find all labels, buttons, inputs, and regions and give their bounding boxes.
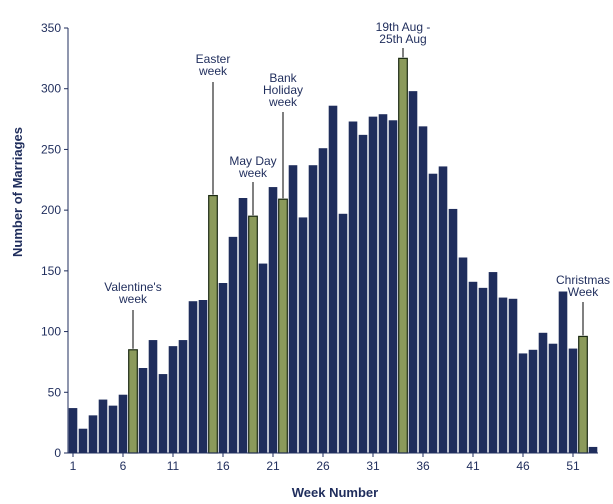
x-tick-label: 36: [416, 459, 430, 473]
bar-week-13: [188, 301, 198, 453]
bar-week-46: [518, 353, 528, 453]
bar-week-38: [438, 166, 448, 453]
bar-week-3: [88, 415, 98, 453]
y-tick-label: 200: [41, 203, 61, 217]
bar-week-51: [568, 348, 578, 453]
bar-week-37: [428, 173, 438, 453]
bar-week-1: [68, 408, 78, 453]
bar-week-29: [348, 121, 358, 453]
y-tick-label: 50: [48, 385, 62, 399]
bar-week-6: [118, 394, 128, 453]
bar-week-47: [528, 349, 538, 453]
bar-week-15-highlighted: [208, 194, 218, 454]
bar-week-22-highlighted: [278, 198, 288, 454]
x-tick-label: 11: [167, 459, 180, 473]
x-tick-label: 1: [70, 459, 77, 473]
bar-week-14: [198, 300, 208, 453]
bar-week-48: [538, 332, 548, 453]
bar-week-7-highlighted: [128, 349, 138, 454]
annotation-week-15: Easter week: [196, 52, 231, 78]
bar-week-42: [478, 287, 488, 453]
bar-week-43: [488, 272, 498, 453]
y-axis-title: Number of Marriages: [10, 127, 25, 257]
bar-week-26: [318, 148, 328, 453]
bar-week-10: [158, 374, 168, 453]
y-tick-label: 250: [41, 142, 61, 156]
bar-week-16: [218, 283, 228, 453]
x-tick-label: 6: [120, 459, 127, 473]
annotation-week-22: Bank Holiday week: [263, 71, 303, 109]
x-ticks-group: 1 6 11 16 21 26 31 36 41 46 51: [70, 453, 580, 473]
bar-week-34-highlighted: [398, 57, 408, 454]
y-tick-label: 300: [41, 82, 61, 96]
x-tick-label: 26: [316, 459, 330, 473]
axes-group: [67, 28, 598, 454]
bar-week-8: [138, 368, 148, 453]
bar-week-24: [298, 217, 308, 453]
bar-week-11: [168, 346, 178, 453]
x-tick-label: 46: [516, 459, 530, 473]
annotation-week-7: Valentine's week: [104, 280, 161, 306]
bar-week-41: [468, 281, 478, 453]
bar-week-5: [108, 405, 118, 453]
bar-week-4: [98, 399, 108, 453]
bar-week-52-highlighted: [578, 335, 588, 454]
bar-week-32: [378, 114, 388, 454]
bar-week-36: [418, 126, 428, 454]
y-tick-label: 0: [54, 446, 61, 460]
annotations-group: Valentine's week Easter week May Day week Bank…: [104, 20, 610, 349]
y-tick-label: 350: [41, 21, 61, 35]
bar-week-2: [78, 428, 88, 453]
x-tick-label: 31: [366, 459, 380, 473]
bar-week-9: [148, 340, 158, 453]
bar-week-21: [268, 187, 278, 453]
y-ticks-group: 0 50 100 150 200 250 300 350: [41, 21, 68, 460]
bar-week-28: [338, 213, 348, 453]
bar-week-23: [288, 165, 298, 453]
bar-week-31: [368, 116, 378, 453]
bar-week-44: [498, 297, 508, 453]
bars-group: [68, 57, 598, 454]
bar-week-20: [258, 263, 268, 453]
y-tick-label: 100: [41, 325, 61, 339]
x-axis-title: Week Number: [292, 485, 378, 500]
x-tick-label: 16: [216, 459, 230, 473]
y-tick-label: 150: [41, 264, 61, 278]
bar-week-12: [178, 340, 188, 453]
bar-week-19-highlighted: [248, 215, 258, 454]
bar-week-50: [558, 291, 568, 453]
x-tick-label: 41: [466, 459, 480, 473]
bar-week-35: [408, 91, 418, 453]
bar-week-18: [238, 198, 248, 453]
bar-week-49: [548, 343, 558, 453]
bar-week-53: [588, 446, 598, 453]
annotation-week-34: 19th Aug -25th Aug: [376, 20, 431, 46]
bar-week-40: [458, 257, 468, 453]
bar-week-25: [308, 165, 318, 453]
x-tick-label: 21: [266, 459, 280, 473]
bar-week-27: [328, 105, 338, 454]
annotation-week-19: May Day week: [229, 154, 276, 180]
bar-week-39: [448, 208, 458, 453]
bar-week-17: [228, 236, 238, 453]
bar-week-30: [358, 134, 368, 454]
bar-week-45: [508, 298, 518, 453]
bar-week-33: [388, 120, 398, 453]
annotation-week-52: Christmas Week: [556, 273, 610, 299]
x-tick-label: 51: [566, 459, 580, 473]
